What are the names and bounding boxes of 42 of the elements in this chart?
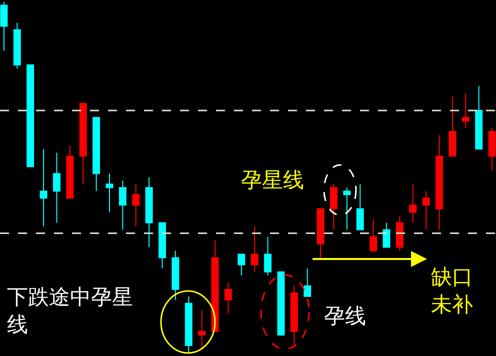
candlestick <box>0 1 8 52</box>
candlestick <box>304 268 312 297</box>
candlestick <box>92 117 100 192</box>
candlestick <box>66 145 74 199</box>
candlestick <box>422 190 430 230</box>
candlestick <box>250 226 258 272</box>
candlestick <box>409 184 417 224</box>
candlestick <box>184 296 192 353</box>
annotation: 孕星线 <box>241 168 304 192</box>
candlestick <box>132 184 140 227</box>
candlestick <box>106 173 114 213</box>
candlestick <box>145 176 153 248</box>
candlestick <box>330 184 338 230</box>
annotation: 下跌途中孕星线 <box>7 285 133 336</box>
candlestick <box>356 184 364 230</box>
candlestick <box>370 218 378 252</box>
candlestick <box>277 271 285 336</box>
candlestick <box>198 310 206 350</box>
candlestick <box>79 102 87 185</box>
annotation: 缺口未补 <box>431 265 473 316</box>
candlestick <box>52 152 60 224</box>
candlestick <box>264 236 272 276</box>
candlestick <box>158 222 166 269</box>
candlestick <box>488 128 496 171</box>
candlestick <box>436 134 444 230</box>
candlestick <box>290 285 298 346</box>
candlestick <box>118 180 126 230</box>
candlestick <box>13 22 21 69</box>
candlestick <box>382 222 390 248</box>
candlestick <box>343 187 351 230</box>
candlestick <box>224 282 232 314</box>
candlestick <box>448 96 456 157</box>
candlestick <box>316 208 324 258</box>
candlestick <box>475 85 483 150</box>
candlestick <box>462 92 470 129</box>
annotation: 孕线 <box>324 304 366 328</box>
candlestick <box>396 215 404 252</box>
candlestick <box>238 254 246 276</box>
candlestick <box>40 148 48 227</box>
candlestick <box>26 64 34 168</box>
candlestick <box>172 250 180 300</box>
candlestick <box>211 240 219 332</box>
